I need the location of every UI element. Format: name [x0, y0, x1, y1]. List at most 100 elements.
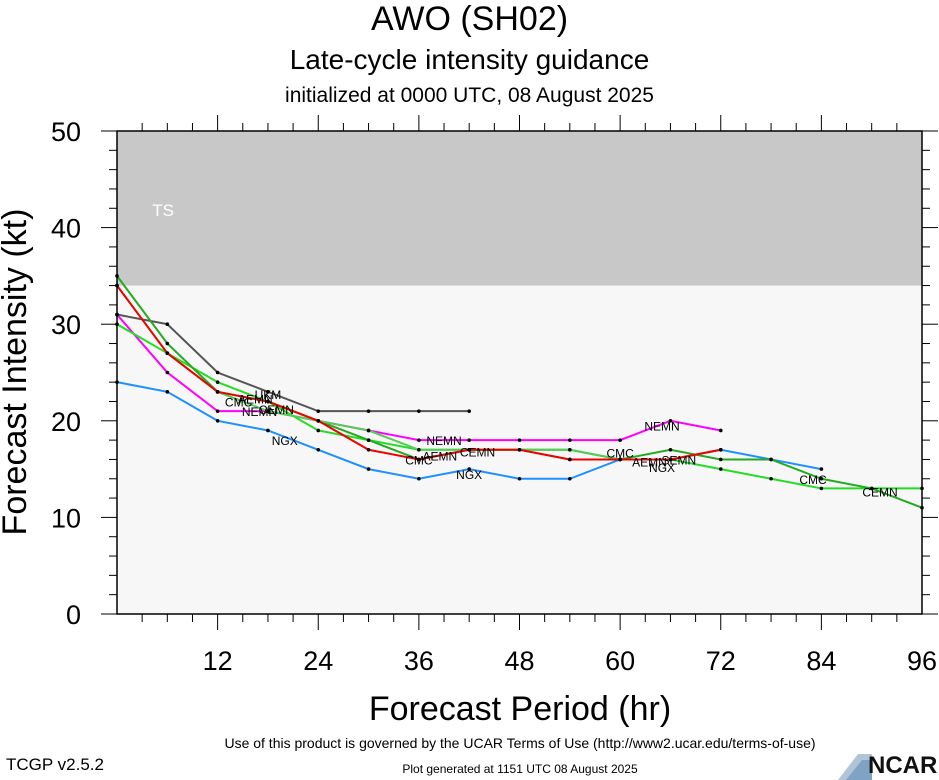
x-tick-label: 72: [706, 646, 736, 676]
series-label-ukm: UKM: [255, 388, 282, 402]
y-tick-label: 0: [66, 600, 81, 630]
data-point-semn: [165, 351, 170, 355]
series-label-semn: SEMN: [661, 453, 696, 467]
y-tick-label: 50: [51, 117, 81, 147]
page-title: AWO (SH02): [370, 0, 569, 38]
data-point-ukm: [366, 409, 371, 413]
data-point-cmc: [668, 447, 673, 452]
data-point-semn: [215, 390, 220, 394]
series-line-ukm: [116, 313, 470, 413]
series-label-cemn: CEMN: [862, 485, 897, 499]
y-tick-label: 10: [51, 503, 81, 533]
data-point-nemn: [718, 428, 723, 433]
data-point-ngx: [417, 476, 421, 481]
data-point-ngx: [366, 467, 371, 471]
data-point-semn: [668, 457, 673, 462]
data-point-ukm: [165, 322, 170, 327]
data-point-ukm: [467, 409, 471, 413]
ncar-logo: NCAR: [838, 752, 938, 780]
series-label-aemn: AEMN: [238, 393, 273, 407]
series-label-nemn: NEMN: [242, 405, 277, 419]
x-tick-label: 12: [203, 646, 233, 676]
data-point-ngx: [517, 476, 522, 481]
data-point-cemn: [215, 380, 220, 384]
data-point-ngx: [165, 390, 170, 394]
init-time-label: initialized at 0000 UTC, 08 August 2025: [285, 84, 654, 107]
data-point-cmc: [366, 438, 371, 442]
data-point-aemn: [417, 447, 421, 452]
data-point-semn: [366, 447, 371, 452]
data-point-aemn: [266, 409, 270, 413]
data-point-nemn: [165, 370, 170, 375]
y-tick-label: 40: [51, 214, 81, 244]
data-point-semn: [618, 457, 622, 462]
data-point-cmc: [718, 457, 723, 462]
y-axis-title: Forecast Intensity (kt): [0, 209, 34, 536]
data-point-nemn: [215, 409, 220, 413]
data-point-semn: [718, 447, 723, 452]
plot-generated-label: Plot generated at 1151 UTC 08 August 202…: [402, 762, 638, 776]
x-tick-label: 60: [605, 646, 635, 676]
series-label-cmc: CMC: [799, 473, 827, 487]
data-point-nemn: [618, 438, 622, 442]
data-point-nemn: [467, 438, 471, 442]
data-point-cemn: [819, 486, 824, 491]
data-point-aemn: [568, 447, 572, 452]
version-label: TCGP v2.5.2: [6, 755, 104, 774]
series-label-nemn: NEMN: [426, 434, 461, 448]
data-point-nemn: [568, 438, 572, 442]
series-label-cemn: CEMN: [460, 446, 495, 460]
series-label-cemn: CEMN: [259, 403, 294, 417]
ncar-logo-mark: [838, 754, 872, 780]
data-point-ngx: [215, 419, 220, 423]
data-point-ukm: [215, 370, 220, 375]
data-point-ngx: [316, 447, 321, 452]
data-point-ukm: [417, 409, 421, 413]
data-point-nemn: [517, 438, 522, 442]
data-point-cmc: [819, 476, 824, 481]
data-point-cemn: [718, 467, 723, 471]
data-point-cmc: [869, 486, 874, 491]
data-point-nemn: [417, 438, 421, 442]
data-point-ngx: [568, 476, 572, 481]
data-point-nemn: [668, 419, 673, 423]
series-label-cmc: CMC: [225, 395, 253, 409]
data-point-cemn: [769, 476, 773, 481]
data-point-aemn: [366, 428, 371, 433]
series-label-nemn: NEMN: [644, 420, 679, 434]
data-point-semn: [417, 457, 421, 462]
series-label-cmc: CMC: [405, 453, 433, 467]
data-point-cmc: [769, 457, 773, 462]
chart-subtitle: Late-cycle intensity guidance: [289, 44, 650, 75]
ts-band-label: TS: [152, 201, 174, 220]
data-point-semn: [568, 457, 572, 462]
x-tick-label: 36: [404, 646, 434, 676]
series-label-aemn: AEMN: [423, 450, 458, 464]
series-label-ngx: NGX: [272, 434, 298, 448]
x-tick-label: 24: [303, 646, 333, 676]
y-tick-label: 30: [51, 310, 81, 340]
x-tick-label: 84: [806, 646, 836, 676]
ncar-logo-text: NCAR: [868, 752, 938, 779]
data-point-ngx: [819, 467, 824, 471]
data-point-semn: [266, 399, 270, 404]
series-label-ngx: NGX: [649, 461, 675, 475]
data-point-ukm: [266, 390, 270, 394]
y-tick-label: 20: [51, 407, 81, 437]
data-point-ngx: [467, 467, 471, 471]
data-point-cmc: [165, 341, 170, 346]
data-point-ngx: [266, 428, 270, 433]
x-tick-label: 96: [907, 646, 937, 676]
data-point-cemn: [316, 428, 321, 433]
series-label-aemn: AEMN: [632, 455, 667, 469]
ts-category-band: [117, 131, 922, 286]
x-axis-title: Forecast Period (hr): [369, 690, 671, 728]
data-point-semn: [467, 447, 471, 452]
series-label-ngx: NGX: [456, 468, 482, 482]
data-point-semn: [517, 447, 522, 452]
data-point-semn: [316, 419, 321, 423]
x-tick-label: 48: [504, 646, 534, 676]
series-label-cmc: CMC: [606, 447, 634, 461]
data-point-ukm: [316, 409, 321, 413]
